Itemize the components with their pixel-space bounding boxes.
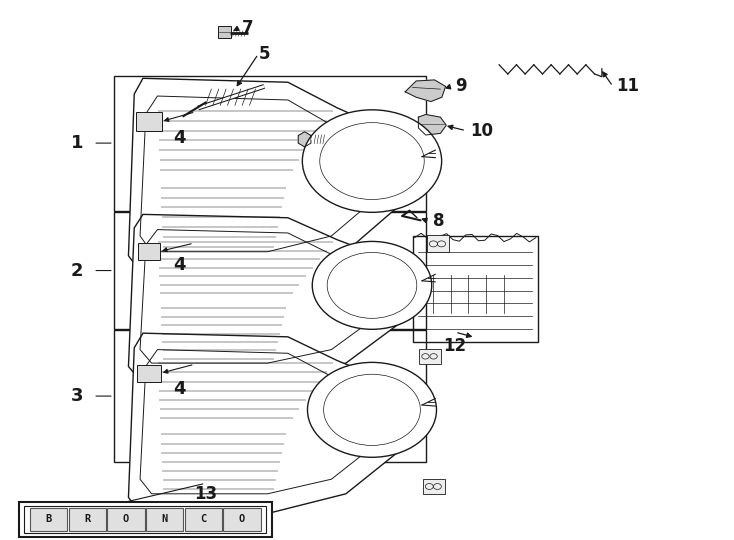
- Text: 5: 5: [258, 45, 270, 63]
- Polygon shape: [418, 114, 446, 135]
- FancyBboxPatch shape: [185, 508, 222, 531]
- Circle shape: [312, 241, 432, 329]
- FancyBboxPatch shape: [427, 235, 448, 252]
- FancyBboxPatch shape: [138, 244, 160, 260]
- FancyBboxPatch shape: [223, 508, 261, 531]
- Text: 1: 1: [70, 134, 84, 152]
- FancyBboxPatch shape: [419, 349, 441, 363]
- Text: 6: 6: [334, 134, 346, 152]
- Text: 7: 7: [242, 19, 254, 37]
- FancyBboxPatch shape: [136, 112, 161, 131]
- Text: B: B: [46, 515, 52, 524]
- PathPatch shape: [128, 78, 418, 272]
- Text: O: O: [239, 515, 245, 524]
- FancyBboxPatch shape: [218, 26, 231, 38]
- Text: 12: 12: [443, 336, 467, 355]
- PathPatch shape: [128, 214, 418, 380]
- Circle shape: [302, 110, 442, 212]
- Text: 10: 10: [470, 122, 493, 140]
- Text: 2: 2: [70, 261, 84, 280]
- Text: 4: 4: [173, 380, 186, 398]
- FancyBboxPatch shape: [24, 506, 266, 533]
- Text: 13: 13: [194, 485, 217, 503]
- Text: 11: 11: [617, 77, 639, 96]
- FancyBboxPatch shape: [146, 508, 184, 531]
- Text: C: C: [200, 515, 206, 524]
- Polygon shape: [405, 80, 446, 102]
- PathPatch shape: [128, 333, 418, 512]
- Text: 3: 3: [70, 387, 84, 405]
- Text: 4: 4: [173, 129, 186, 147]
- FancyBboxPatch shape: [137, 364, 161, 382]
- Circle shape: [308, 362, 437, 457]
- Text: O: O: [123, 515, 129, 524]
- FancyBboxPatch shape: [19, 502, 272, 537]
- Text: 8: 8: [433, 212, 445, 231]
- Text: N: N: [161, 515, 168, 524]
- Text: 9: 9: [455, 77, 467, 96]
- FancyBboxPatch shape: [423, 478, 445, 494]
- Polygon shape: [298, 132, 311, 147]
- FancyBboxPatch shape: [69, 508, 106, 531]
- FancyBboxPatch shape: [30, 508, 68, 531]
- Text: 4: 4: [173, 255, 186, 274]
- FancyBboxPatch shape: [107, 508, 145, 531]
- Text: R: R: [84, 515, 90, 524]
